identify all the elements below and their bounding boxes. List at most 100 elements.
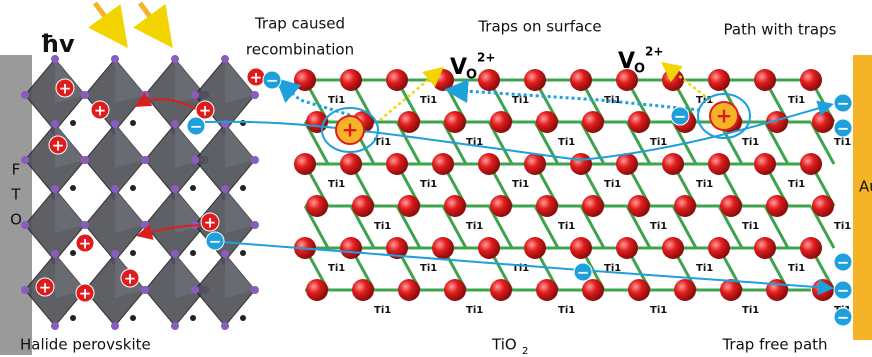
halide-atom	[21, 156, 29, 164]
atom-label: Ti1	[558, 137, 575, 148]
atom-label: Ti1	[512, 95, 529, 106]
halide-atom	[191, 156, 199, 164]
oxygen-atom	[398, 111, 420, 133]
oxygen-atom	[662, 237, 684, 259]
oxygen-atom	[812, 111, 834, 133]
atom-label: Ti1	[604, 95, 621, 106]
charge-sign: −	[190, 118, 203, 136]
oxygen-atom	[570, 153, 592, 175]
atom-label: Ti1	[328, 95, 345, 106]
charge-sign: +	[124, 270, 137, 288]
atom-label: Ti1	[650, 305, 667, 316]
halide-atom	[21, 286, 29, 294]
oxygen-atom	[628, 195, 650, 217]
halide-atom	[111, 55, 119, 63]
halide-atom	[221, 250, 229, 258]
oxygen-atom	[616, 237, 638, 259]
oxygen-atom	[524, 237, 546, 259]
atom-label: Ti1	[742, 221, 759, 232]
halide-atom	[111, 120, 119, 128]
vacancy-sup: 2+	[477, 51, 495, 65]
oxygen-atom	[340, 69, 362, 91]
atom-label: Ti1	[834, 221, 851, 232]
halide-atom	[21, 91, 29, 99]
oxygen-atom	[444, 195, 466, 217]
light-arrow	[95, 3, 122, 40]
charge-sign: −	[837, 120, 850, 138]
oxygen-atom	[340, 153, 362, 175]
atom-label: Ti1	[420, 95, 437, 106]
halide-atom	[141, 221, 149, 229]
charge-sign: −	[577, 264, 590, 282]
oxygen-atom	[536, 195, 558, 217]
atom-label: Ti1	[420, 179, 437, 190]
oxygen-atom	[754, 69, 776, 91]
oxygen-atom	[524, 153, 546, 175]
halide-atom	[171, 250, 179, 258]
halide-atom	[111, 250, 119, 258]
oxygen-atom	[536, 279, 558, 301]
charge-sign: +	[79, 285, 92, 303]
halide-atom	[51, 322, 59, 330]
oxygen-atom	[616, 153, 638, 175]
tio2-sub: 2	[522, 346, 528, 357]
halide-atom	[221, 55, 229, 63]
cation	[240, 250, 246, 256]
fto-label: T	[10, 186, 21, 204]
oxygen-atom	[398, 195, 420, 217]
oxygen-atom	[444, 111, 466, 133]
atom-label: Ti1	[466, 221, 483, 232]
tio2-label: TiO 2	[491, 336, 528, 357]
atom-label: Ti1	[328, 263, 345, 274]
oxygen-atom	[352, 279, 374, 301]
vacancy-sub: O	[634, 62, 645, 77]
oxygen-atom	[628, 111, 650, 133]
tio2-base: TiO	[491, 336, 517, 354]
oxygen-atom	[294, 153, 316, 175]
halide-atom	[81, 156, 89, 164]
halide-atom	[191, 91, 199, 99]
charge-sign: −	[837, 95, 850, 113]
atom-label: Ti1	[696, 179, 713, 190]
charge-sign: −	[837, 254, 850, 272]
oxygen-atom	[432, 153, 454, 175]
vacancy-label: V O 2+	[618, 45, 663, 77]
halide-atom	[141, 156, 149, 164]
charge-sign: +	[94, 102, 107, 120]
path-label: Path with traps	[724, 21, 837, 39]
trap-label: Trap caused	[254, 15, 345, 33]
halide-atom	[171, 120, 179, 128]
fto-label: F	[12, 161, 21, 179]
oxygen-atom	[812, 195, 834, 217]
oxygen-atom	[478, 69, 500, 91]
cation	[130, 185, 136, 191]
oxygen-atom	[708, 237, 730, 259]
cation	[70, 315, 76, 321]
halide-atom	[251, 156, 259, 164]
halide-atom	[21, 221, 29, 229]
vacancy-sub: O	[466, 68, 477, 83]
oxygen-atom	[524, 69, 546, 91]
halide-atom	[251, 91, 259, 99]
trap-label: recombination	[246, 41, 354, 59]
oxygen-atom	[570, 237, 592, 259]
oxygen-atom	[386, 153, 408, 175]
oxygen-atom	[294, 69, 316, 91]
oxygen-atom	[386, 69, 408, 91]
charge-sign: −	[674, 108, 687, 126]
oxygen-atom	[766, 279, 788, 301]
halide-atom	[111, 322, 119, 330]
oxygen-atom	[800, 237, 822, 259]
charge-sign: −	[837, 309, 850, 327]
oxygen-atom	[478, 237, 500, 259]
oxygen-atom	[662, 69, 684, 91]
halide-atom	[51, 250, 59, 258]
atom-label: Ti1	[742, 305, 759, 316]
halide-atom	[221, 322, 229, 330]
halide-atom	[81, 91, 89, 99]
charge-sign: +	[204, 214, 217, 232]
atom-label: Ti1	[650, 137, 667, 148]
atom-label: Ti1	[512, 179, 529, 190]
halide-atom	[221, 185, 229, 193]
cation	[70, 185, 76, 191]
